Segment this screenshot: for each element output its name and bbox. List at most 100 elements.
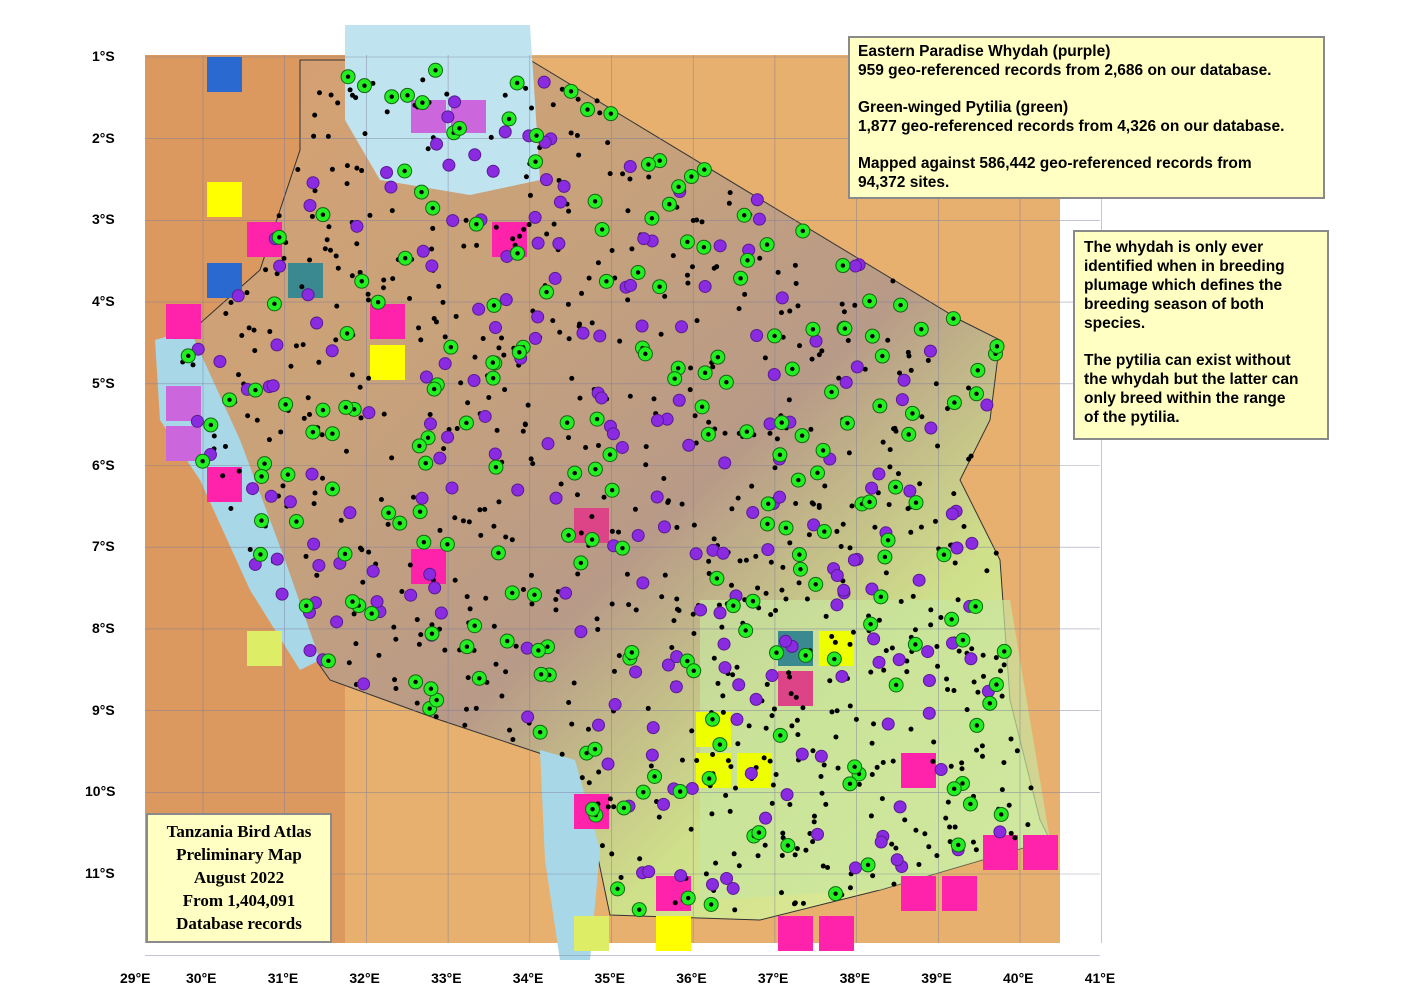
record-dot: [510, 236, 516, 242]
record-dot: [829, 634, 835, 640]
whydah-dot: [553, 195, 567, 209]
record-dot: [788, 691, 794, 697]
whydah-dot: [672, 393, 686, 407]
record-dot: [442, 647, 448, 653]
record-dot: [462, 722, 468, 728]
record-dot: [973, 847, 979, 853]
pytilia-dot-center: [330, 431, 335, 436]
square: [901, 876, 936, 911]
pytilia-dot-center: [417, 443, 422, 449]
record-dot: [312, 112, 318, 118]
record-dot: [736, 863, 742, 869]
coordinate-label: 32°E: [349, 970, 380, 986]
whydah-dot: [325, 344, 339, 358]
record-dot: [811, 819, 817, 825]
pytilia-dot-center: [342, 551, 348, 557]
record-dot: [822, 483, 828, 489]
whydah-dot: [486, 164, 500, 178]
record-dot: [670, 253, 676, 259]
record-dot: [465, 400, 471, 406]
record-dot: [499, 693, 505, 699]
whydah-dot: [301, 288, 315, 302]
whydah-dot: [767, 368, 781, 382]
record-dot: [307, 412, 313, 418]
whydah-dot: [717, 637, 731, 651]
pytilia-dot-center: [906, 432, 911, 437]
whydah-dot: [661, 658, 675, 672]
pytilia-dot-center: [402, 168, 407, 174]
record-dot: [787, 801, 793, 807]
record-dot: [526, 222, 532, 228]
whydah-dot: [468, 148, 482, 162]
pytilia-dot-center: [506, 116, 512, 122]
whydah-dot: [718, 661, 732, 675]
whydah-dot: [893, 800, 907, 814]
pytilia-dot-center: [285, 472, 291, 477]
record-dot: [190, 362, 196, 368]
record-dot: [307, 257, 313, 263]
record-dot: [768, 612, 774, 618]
record-dot: [303, 553, 309, 559]
record-dot: [1001, 662, 1007, 668]
record-dot: [523, 174, 529, 180]
record-dot: [320, 475, 326, 481]
record-dot: [344, 181, 350, 187]
record-dot: [420, 77, 426, 83]
whydah-dot: [606, 427, 620, 441]
record-dot: [575, 571, 581, 577]
record-dot: [488, 134, 494, 140]
pytilia-dot-center: [738, 276, 743, 281]
record-dot: [905, 506, 911, 512]
whydah-dot: [521, 710, 535, 724]
pytilia-dot-center: [429, 631, 435, 636]
pytilia-dot-center: [537, 730, 543, 735]
pytilia-dot-center: [430, 205, 435, 211]
record-dot: [316, 359, 322, 365]
record-dot: [887, 464, 893, 470]
record-dot: [999, 787, 1005, 793]
whydah-dot: [438, 357, 452, 371]
record-dot: [366, 549, 372, 555]
record-dot: [559, 86, 565, 92]
record-dot: [565, 301, 571, 307]
record-dot: [579, 775, 585, 781]
record-dot: [597, 110, 603, 116]
whydah-dot: [874, 835, 888, 849]
record-dot: [566, 336, 572, 342]
record-dot: [727, 190, 733, 196]
whydah-dot: [446, 214, 460, 228]
record-dot: [762, 355, 768, 361]
pytilia-dot-center: [842, 326, 848, 331]
record-dot: [885, 337, 891, 343]
info-line: Mapped against 586,442 geo-referenced re…: [858, 155, 1252, 172]
pytilia-dot-center: [800, 228, 805, 234]
whydah-dot: [559, 586, 573, 600]
atlas-line: August 2022: [193, 868, 285, 887]
record-dot: [427, 411, 433, 417]
record-dot: [359, 168, 365, 174]
square: [778, 916, 813, 951]
record-dot: [770, 782, 776, 788]
whydah-dot: [746, 506, 760, 520]
pytilia-dot-center: [790, 366, 795, 372]
record-dot: [499, 335, 505, 341]
record-dot: [333, 337, 339, 343]
note-line: The pytilia can exist without: [1084, 352, 1291, 369]
pytilia-dot-center: [641, 789, 646, 795]
whydah-dot: [592, 718, 606, 732]
record-dot: [381, 411, 387, 417]
record-dot: [852, 302, 858, 308]
pytilia-dot-center: [877, 403, 883, 409]
pytilia-dot-center: [717, 742, 723, 747]
record-dot: [925, 357, 931, 363]
whydah-dot: [270, 552, 284, 566]
atlas-line: From 1,404,091: [182, 891, 296, 910]
record-dot: [626, 602, 632, 608]
record-dot: [247, 547, 253, 553]
pytilia-dot-center: [724, 380, 729, 385]
pytilia-dot-center: [743, 628, 748, 633]
whydah-dot: [835, 669, 849, 683]
record-dot: [333, 253, 339, 259]
record-dot: [834, 528, 840, 534]
